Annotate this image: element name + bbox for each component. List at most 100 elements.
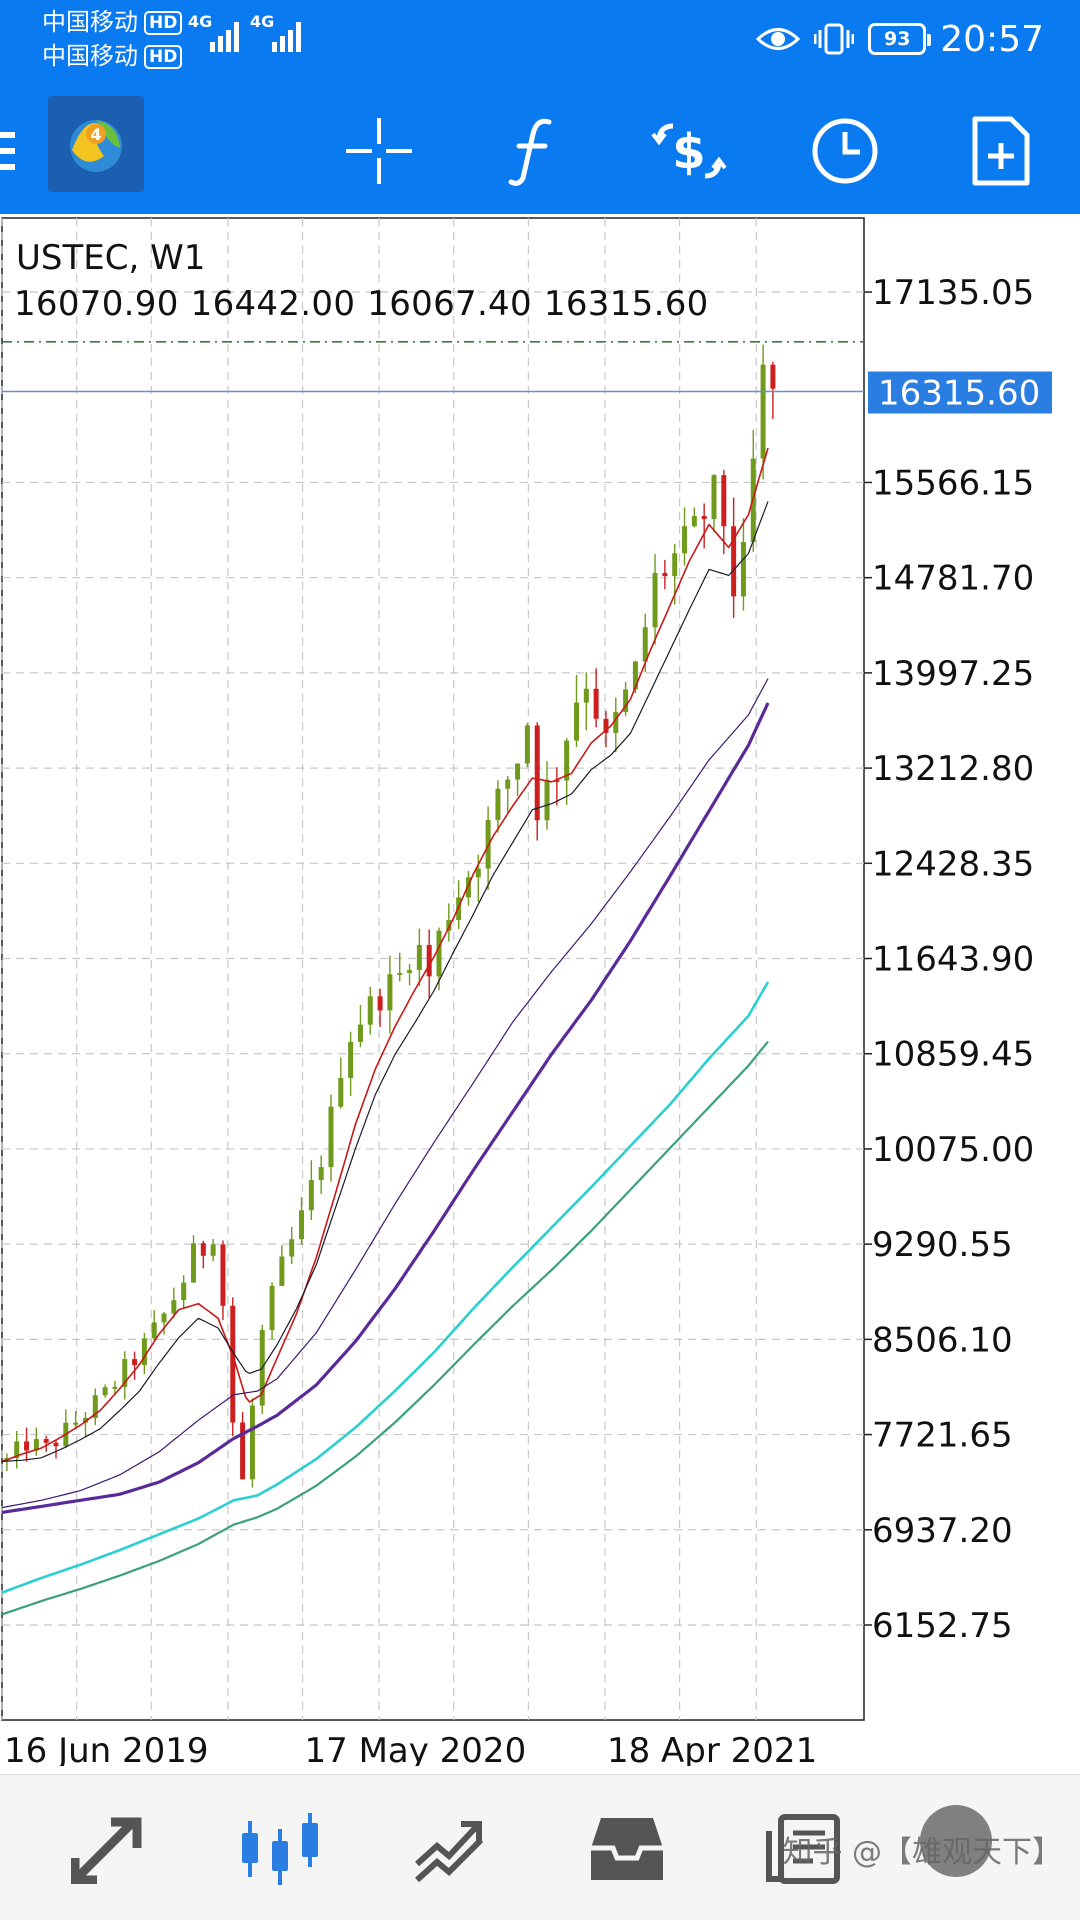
candle-body	[122, 1359, 128, 1387]
bottom-nav: 知乎 @【雄观天下】	[0, 1774, 1080, 1920]
candle-body	[308, 1180, 314, 1211]
candle-body	[377, 996, 383, 1011]
candle-body	[564, 740, 570, 781]
candle-body	[299, 1210, 305, 1240]
candle-body	[731, 526, 737, 597]
timeframe-symbol-icon[interactable]: $	[644, 106, 734, 196]
candle-body	[613, 712, 619, 733]
candle-body	[436, 930, 442, 977]
trade-icon[interactable]	[56, 1801, 166, 1897]
crosshair-icon[interactable]	[334, 106, 424, 196]
watermark-text: 知乎 @【雄观天下】	[782, 1835, 1062, 1870]
y-tick-label: 8506.10	[872, 1320, 1013, 1360]
chart-icon[interactable]	[226, 1801, 336, 1897]
candle-body	[524, 725, 530, 764]
candle-body	[230, 1305, 236, 1423]
toolbar: 4 $	[0, 84, 1080, 214]
current-price-label: 16315.60	[878, 373, 1040, 413]
y-tick-label: 7721.65	[872, 1416, 1013, 1456]
candle-body	[701, 515, 707, 520]
ohlc-readout: 16070.90 16442.00 16067.40 16315.60	[14, 284, 721, 324]
candle-body	[711, 475, 717, 520]
candle-body	[348, 1041, 354, 1078]
history-icon[interactable]	[396, 1801, 506, 1897]
candle-body	[662, 572, 668, 577]
candle-body	[593, 688, 599, 719]
svg-text:$: $	[672, 124, 705, 180]
candle-body	[682, 526, 688, 554]
menu-icon[interactable]	[0, 106, 40, 196]
vibrate-icon	[814, 23, 855, 55]
candle-body	[43, 1439, 49, 1443]
candle-body	[475, 868, 481, 878]
candle-body	[220, 1244, 226, 1306]
candle-body	[357, 1024, 363, 1042]
candle-body	[623, 689, 629, 713]
chart-canvas[interactable]: 17135.05 15566.15 14781.70 13997.25 13212.80…	[0, 216, 1080, 1766]
moving-average-line	[1, 501, 769, 1463]
battery-icon: 93	[868, 23, 932, 55]
candle-body	[515, 763, 521, 780]
candle-body	[642, 627, 648, 662]
y-tick-label: 17135.05	[872, 273, 1034, 313]
status-bar: 中国移动 HD 中国移动 HD 4G 4G 93 20:57	[0, 0, 1080, 84]
y-tick-label: 13997.25	[872, 654, 1034, 694]
new-order-icon[interactable]	[956, 106, 1046, 196]
signal-icon	[210, 20, 239, 52]
candle-body	[318, 1167, 324, 1181]
watermark-avatar	[920, 1805, 992, 1877]
svg-text:4: 4	[90, 125, 101, 144]
y-tick-label: 10859.45	[872, 1035, 1034, 1075]
indicators-icon[interactable]	[488, 106, 578, 196]
candle-body	[24, 1441, 30, 1451]
inbox-icon[interactable]	[572, 1801, 682, 1897]
plot-frame	[1, 217, 865, 1721]
candle-body	[691, 515, 697, 527]
candle-body	[171, 1300, 177, 1314]
hd-badge: HD	[144, 45, 183, 69]
candle-body	[269, 1285, 275, 1330]
candle-body	[574, 702, 579, 741]
candle-body	[200, 1243, 206, 1256]
x-tick-label: 17 May 2020	[305, 1731, 527, 1766]
candle-body	[33, 1439, 39, 1451]
candle-body	[672, 553, 678, 577]
metatrader-logo: 4	[48, 96, 144, 192]
candle-body	[426, 944, 432, 977]
candle-body	[240, 1422, 246, 1480]
carrier-2-label: 中国移动	[42, 42, 138, 70]
price-chart[interactable]: 17135.05 15566.15 14781.70 13997.25 13212.80…	[0, 216, 1080, 1766]
carrier-1-label: 中国移动	[42, 8, 138, 36]
candle-body	[141, 1338, 147, 1365]
candle-body	[289, 1239, 295, 1257]
candle-body	[328, 1106, 334, 1168]
clock-time: 20:57	[940, 18, 1044, 60]
candle-body	[112, 1386, 118, 1389]
candle-body	[495, 788, 501, 820]
carrier-2: 中国移动 HD	[42, 42, 183, 70]
candle-body	[740, 542, 746, 597]
clock-icon[interactable]	[800, 106, 890, 196]
candle-body	[14, 1441, 20, 1459]
y-tick-label: 14781.70	[872, 559, 1034, 599]
candle-body	[210, 1244, 216, 1256]
ohlc-high: 16442.00	[190, 284, 356, 324]
candle-body	[544, 779, 550, 821]
y-tick-label: 11643.90	[872, 940, 1034, 980]
moving-average-line	[1, 447, 769, 1463]
status-right: 93 20:57	[756, 14, 1044, 64]
candle-body	[249, 1405, 255, 1480]
hd-badge: HD	[144, 11, 183, 35]
y-tick-label: 15566.15	[872, 463, 1034, 503]
candle-body	[652, 572, 658, 628]
candle-body	[534, 725, 540, 821]
network-type-2: 4G	[250, 12, 275, 31]
candle-body	[279, 1256, 285, 1286]
eye-icon	[756, 28, 801, 50]
ohlc-open: 16070.90	[14, 284, 179, 324]
moving-average-line	[1, 702, 770, 1515]
candle-body	[554, 779, 560, 782]
news-icon[interactable]	[750, 1801, 860, 1897]
candle-body	[603, 718, 609, 733]
candle-body	[73, 1422, 79, 1425]
